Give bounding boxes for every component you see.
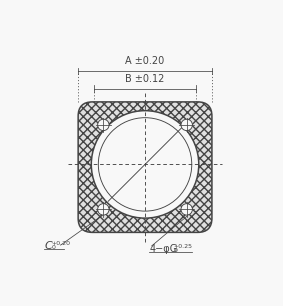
- Circle shape: [98, 204, 109, 215]
- Circle shape: [98, 119, 109, 131]
- Text: 0: 0: [173, 248, 177, 253]
- FancyBboxPatch shape: [78, 102, 212, 232]
- Circle shape: [181, 119, 192, 131]
- Text: A ±0.20: A ±0.20: [125, 56, 165, 66]
- Text: C: C: [44, 241, 52, 251]
- Text: 0: 0: [52, 245, 55, 250]
- Text: +0.25: +0.25: [173, 244, 192, 249]
- Circle shape: [181, 204, 192, 215]
- Circle shape: [91, 111, 199, 218]
- Text: B ±0.12: B ±0.12: [125, 74, 165, 84]
- Text: 4−φG: 4−φG: [149, 244, 178, 254]
- Text: +0.20: +0.20: [52, 241, 70, 246]
